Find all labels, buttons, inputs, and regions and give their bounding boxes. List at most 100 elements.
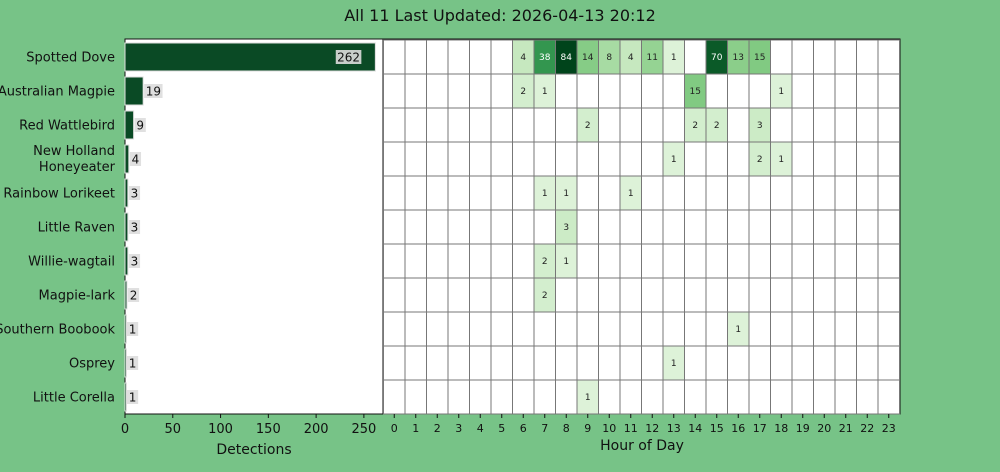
heatmap-cell <box>598 73 621 109</box>
heatmap-cell <box>684 243 707 279</box>
heatmap-cell <box>641 107 664 143</box>
heatmap-cell <box>447 175 470 211</box>
heatmap-cell <box>705 277 728 313</box>
heatmap-cell <box>834 175 857 211</box>
heatmap-cell <box>619 345 642 381</box>
heatmap-cell <box>727 379 750 415</box>
heatmap-cell <box>383 73 406 109</box>
heatmap-cell <box>791 311 814 347</box>
heatmap-cell <box>383 345 406 381</box>
bar-panel <box>124 38 384 415</box>
heatmap-cell <box>705 243 728 279</box>
heatmap-cell <box>770 175 793 211</box>
bar-series: 262 19 9 4 3 3 3 2 1 1 1 <box>124 42 376 412</box>
heatmap-cell <box>684 345 707 381</box>
heatmap-cell <box>404 107 427 143</box>
heatmap-count: 2 <box>585 121 591 131</box>
heatmap-cell <box>813 379 836 415</box>
bar <box>124 382 127 412</box>
heatmap-cell <box>447 277 470 313</box>
bar <box>124 144 130 174</box>
value-label-box <box>126 356 139 370</box>
heatmap-count: 2 <box>692 121 698 131</box>
species-labels: Spotted Dove Australian Magpie Red Wattleb… <box>0 51 116 406</box>
chart-title: All 11 Last Updated: 2026-04-13 20:12 <box>344 6 656 25</box>
hour-tick: 19 <box>796 422 810 435</box>
heatmap-cell <box>877 209 900 245</box>
hour-tick: 17 <box>753 422 767 435</box>
heatmap-cell <box>598 175 621 211</box>
heatmap-cell <box>576 311 599 347</box>
heatmap-cell <box>555 107 578 143</box>
heatmap-cell <box>813 311 836 347</box>
heatmap-cell <box>404 209 427 245</box>
heatmap-x-axis-label: Hour of Day <box>600 438 684 454</box>
heatmap-cell <box>856 243 879 279</box>
value-label: 3 <box>131 255 139 269</box>
bar-x-tick: 0 <box>121 422 129 437</box>
heatmap-cell <box>662 311 685 347</box>
heatmap-cell <box>877 345 900 381</box>
heatmap-cell <box>813 277 836 313</box>
hour-tick: 0 <box>391 422 398 435</box>
heatmap-cell <box>834 141 857 177</box>
heatmap-count: 11 <box>647 53 658 63</box>
value-label: 9 <box>136 119 144 133</box>
heatmap-cell <box>576 243 599 279</box>
heatmap-count: 2 <box>520 87 526 97</box>
heatmap-cell <box>856 73 879 109</box>
heatmap-cell <box>404 175 427 211</box>
hour-tick: 11 <box>624 422 638 435</box>
heatmap-cell <box>555 73 578 109</box>
bar-x-tick: 100 <box>208 422 233 437</box>
heatmap-cell <box>770 277 793 313</box>
heatmap-cell <box>598 311 621 347</box>
heatmap-count: 15 <box>690 87 701 97</box>
heatmap-cell <box>426 209 449 245</box>
heatmap-cell <box>813 73 836 109</box>
heatmap-cell <box>426 345 449 381</box>
heatmap-count: 2 <box>542 291 548 301</box>
hour-tick: 13 <box>667 422 681 435</box>
heatmap-cell <box>426 73 449 109</box>
heatmap-cell <box>834 243 857 279</box>
heatmap-cell <box>748 243 771 279</box>
heatmap-cell <box>856 39 879 75</box>
heatmap-cell <box>619 73 642 109</box>
heatmap-cell <box>748 209 771 245</box>
heatmap-cell <box>770 345 793 381</box>
heatmap-cell <box>748 379 771 415</box>
hour-tick: 14 <box>688 422 702 435</box>
species-label: Little Corella <box>33 391 115 406</box>
heatmap-cell <box>641 311 664 347</box>
heatmap-cell <box>404 379 427 415</box>
heatmap-cell <box>404 73 427 109</box>
heatmap-count: 1 <box>671 359 677 369</box>
heatmap-cell <box>383 379 406 415</box>
heatmap-cell <box>533 345 556 381</box>
heatmap-cell <box>555 141 578 177</box>
heatmap-cell <box>770 107 793 143</box>
heatmap-count: 1 <box>778 87 784 97</box>
bar-x-tick: 50 <box>165 422 182 437</box>
heatmap-cell <box>404 277 427 313</box>
species-label: Honeyeater <box>39 160 116 175</box>
heatmap-cell <box>383 141 406 177</box>
heatmap-cell <box>834 73 857 109</box>
hour-tick: 1 <box>412 422 419 435</box>
heatmap-cell <box>791 243 814 279</box>
species-label: Red Wattlebird <box>19 119 115 134</box>
heatmap-cell <box>748 277 771 313</box>
heatmap-cell <box>856 345 879 381</box>
heatmap-cell <box>856 379 879 415</box>
hour-tick: 6 <box>520 422 527 435</box>
heatmap-cell <box>662 107 685 143</box>
bar <box>124 76 144 106</box>
heatmap-cell <box>533 311 556 347</box>
species-label: Little Raven <box>38 221 115 236</box>
heatmap-count: 13 <box>733 53 744 63</box>
hour-tick: 9 <box>584 422 591 435</box>
hour-tick: 4 <box>477 422 484 435</box>
heatmap-count: 70 <box>711 53 723 63</box>
hour-tick: 10 <box>602 422 616 435</box>
